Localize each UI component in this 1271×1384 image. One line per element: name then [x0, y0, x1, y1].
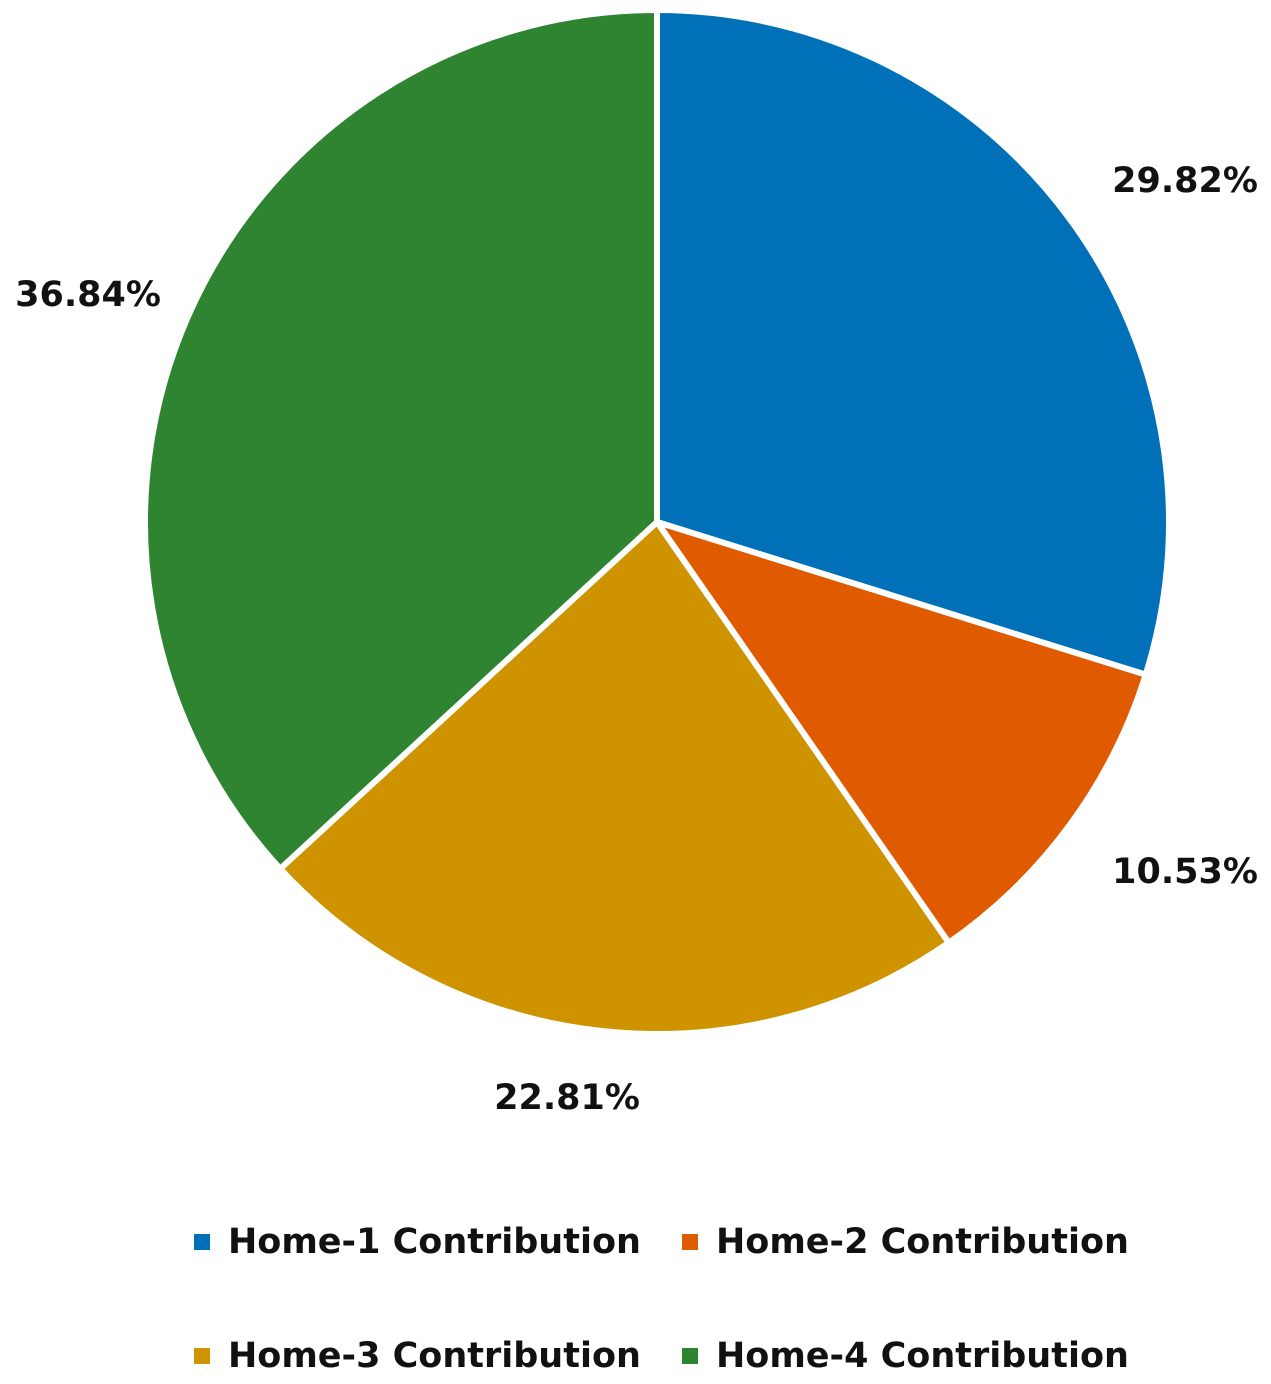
legend-swatch-home-2 [682, 1234, 698, 1250]
data-label-home-1: 29.82% [1112, 161, 1258, 201]
legend-label-home-2: Home-2 Contribution [716, 1222, 1129, 1262]
pie-slice-home-2 [654, 519, 1149, 946]
pie-slice-home-3 [277, 519, 952, 1037]
legend-swatch-home-4 [682, 1348, 698, 1364]
data-label-home-4: 36.84% [15, 275, 161, 315]
legend-item-home-4: Home-4 Contribution [682, 1328, 1142, 1384]
legend-item-home-1: Home-1 Contribution [194, 1214, 682, 1270]
legend-label-home-1: Home-1 Contribution [228, 1222, 641, 1262]
pie-slice-home-1 [654, 7, 1172, 678]
legend-item-home-3: Home-3 Contribution [194, 1328, 682, 1384]
pie-slice-home-4 [142, 7, 660, 872]
legend-label-home-4: Home-4 Contribution [716, 1336, 1129, 1376]
pie-data-labels: 29.82% 10.53% 22.81% 36.84% [15, 161, 1258, 1118]
legend-swatch-home-3 [194, 1348, 210, 1364]
pie-slices [142, 7, 1172, 1037]
legend: Home-1 Contribution Home-2 Contribution … [194, 1214, 1142, 1384]
legend-item-home-2: Home-2 Contribution [682, 1214, 1142, 1270]
data-label-home-2: 10.53% [1112, 852, 1258, 892]
legend-swatch-home-1 [194, 1234, 210, 1250]
data-label-home-3: 22.81% [494, 1078, 640, 1118]
legend-label-home-3: Home-3 Contribution [228, 1336, 641, 1376]
